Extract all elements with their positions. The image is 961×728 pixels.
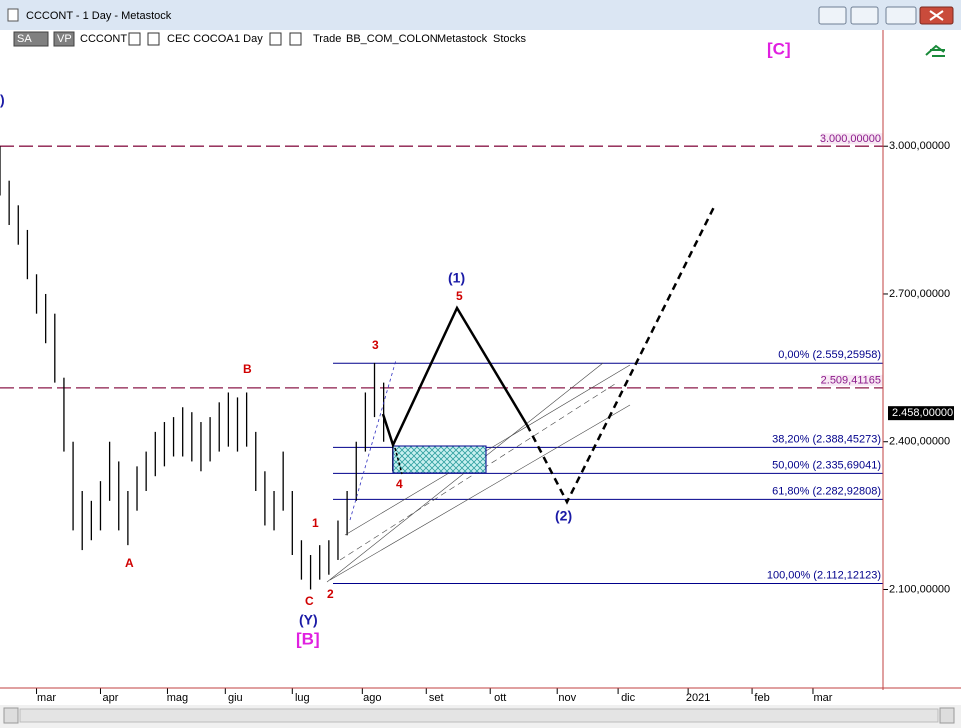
maximize-button[interactable]: [885, 6, 917, 25]
restore-button[interactable]: [818, 6, 847, 25]
y-tick-label: 2.100,00000: [889, 583, 950, 595]
x-tick-label: ott: [494, 692, 506, 704]
dropdown[interactable]: [289, 32, 302, 46]
price-line-tag: [821, 374, 883, 386]
price-line-label: 3.000,00000: [820, 133, 881, 145]
toolbar-label: Trade: [313, 33, 341, 45]
title-bar: [0, 0, 961, 30]
window-title: CCCONT - 1 Day - Metastock: [26, 10, 172, 22]
x-tick-label: set: [429, 692, 444, 704]
y-tick-label: 3.000,00000: [889, 140, 950, 152]
scroll-right[interactable]: [939, 707, 955, 724]
price-line-label: 2.509,41165: [821, 375, 881, 387]
y-tick-label: 2.400,00000: [889, 436, 950, 448]
window-buttons[interactable]: [818, 6, 954, 25]
close-icon: [929, 10, 944, 21]
x-tick-label: feb: [754, 692, 769, 704]
fib-label: 38,20% (2.388,45273): [772, 433, 881, 445]
x-tick-label: apr: [103, 692, 119, 704]
fib-label: 0,00% (2.559,25958): [778, 349, 881, 361]
wave-label: 3: [372, 338, 379, 352]
wave-label: [B]: [296, 629, 320, 648]
dropdown[interactable]: [128, 32, 141, 46]
projection: [394, 447, 403, 475]
toolbar-label: Metastock: [437, 33, 488, 45]
fib-label: 61,80% (2.282,92808): [772, 485, 881, 497]
wave-label: [C]: [767, 39, 791, 58]
channel-line: [329, 404, 631, 581]
projection: [381, 305, 529, 449]
x-tick-label: lug: [295, 692, 310, 704]
toolbar-label: BB_COM_COLON: [346, 33, 438, 45]
dropdown[interactable]: [147, 32, 160, 46]
x-tick-label: mag: [167, 692, 188, 704]
target-box: [392, 445, 487, 474]
x-tick-label: mar: [813, 692, 832, 704]
wave-label: B: [243, 362, 252, 376]
wave-label: (Y): [299, 612, 318, 628]
wave-label: ): [0, 92, 5, 108]
wave-label: 5: [456, 289, 463, 303]
minimize-button[interactable]: [850, 6, 879, 25]
last-price-box: [888, 406, 954, 421]
toolbar-label: 1 Day: [234, 33, 263, 45]
x-tick-label: ago: [363, 692, 381, 704]
price-line-tag: [821, 133, 883, 145]
toolbar-label: CCCONT: [80, 33, 127, 45]
wave-label: C: [305, 594, 314, 608]
scroll-left[interactable]: [3, 707, 19, 724]
forecast: [326, 204, 717, 583]
toolbar-button[interactable]: [13, 31, 49, 47]
projection: [525, 204, 717, 505]
wave-label: 2: [327, 587, 334, 601]
last-price-label: 2.458,00000: [892, 407, 953, 419]
dropdown[interactable]: [269, 32, 282, 46]
x-tick-label: 2021: [686, 692, 710, 704]
channel-line: [344, 364, 631, 536]
toolbar-button[interactable]: [53, 31, 75, 47]
toolbar-label: VP: [57, 33, 72, 45]
toolbar-label: Stocks: [493, 33, 527, 45]
trend-line: [349, 359, 397, 521]
wave-label: (1): [448, 270, 465, 286]
toolbar-label: SA: [17, 33, 32, 45]
wave-label: (2): [555, 508, 572, 524]
fib-label: 100,00% (2.112,12123): [767, 569, 881, 581]
wave-label: 4: [396, 477, 403, 491]
tool-icon[interactable]: [925, 44, 945, 57]
y-tick-label: 2.700,00000: [889, 288, 950, 300]
x-tick-label: mar: [37, 692, 56, 704]
scroll-thumb[interactable]: [19, 708, 939, 723]
toolbar: SA VP CCCONT CEC COCOA 1 Day Trade BB_COM_COLO…: [13, 31, 527, 47]
x-tick-label: giu: [228, 692, 243, 704]
app-icon: [7, 8, 19, 22]
toolbar-label: CEC COCOA: [167, 33, 234, 45]
x-tick-label: nov: [558, 692, 576, 704]
wave-label: A: [125, 556, 134, 570]
x-tick-label: dic: [621, 692, 636, 704]
fib-label: 50,00% (2.335,69041): [772, 459, 881, 471]
wave-label: 1: [312, 516, 319, 530]
side-icon[interactable]: [925, 44, 945, 57]
chart-area: [0, 30, 961, 690]
